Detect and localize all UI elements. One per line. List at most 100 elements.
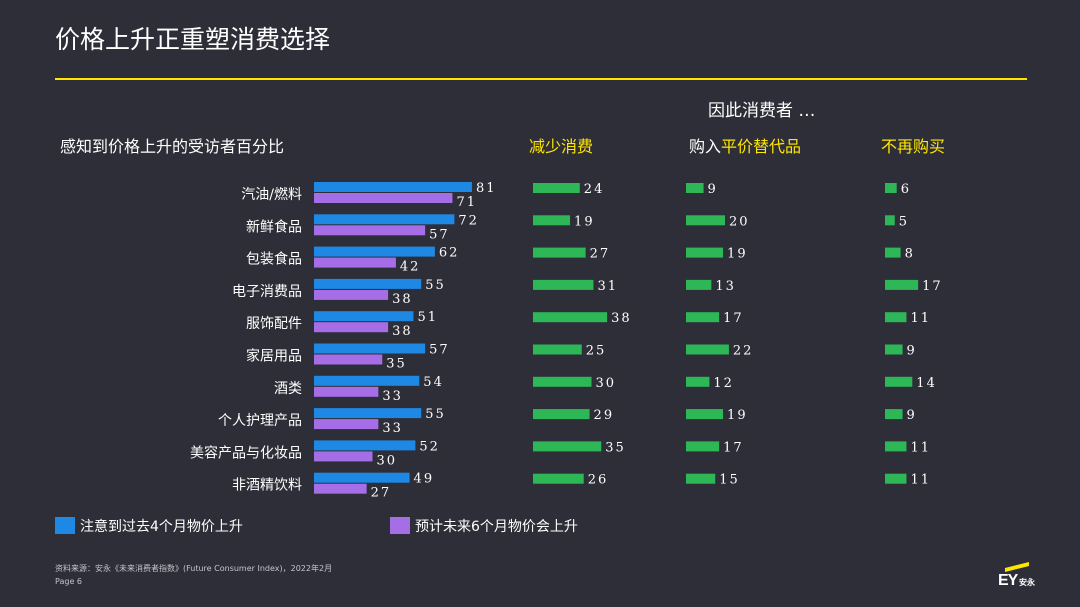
- future-value-label: 38: [392, 292, 413, 307]
- action-value-label: 11: [910, 440, 931, 455]
- legend-past-label: 注意到过去4个月物价上升: [80, 519, 243, 535]
- title-divider: [55, 78, 1027, 80]
- action-value-label: 17: [723, 311, 744, 326]
- action-value-label: 24: [584, 182, 605, 197]
- action-value-label: 9: [708, 182, 718, 197]
- perceived-price-heading: 感知到价格上升的受访者百分比: [60, 137, 285, 156]
- action-bar: [533, 312, 608, 323]
- page-title: 价格上升正重塑消费选择: [55, 25, 331, 54]
- action-bar: [686, 247, 724, 258]
- action-value-label: 19: [727, 408, 748, 423]
- future-bar: [314, 386, 379, 397]
- action-value-label: 11: [910, 473, 931, 488]
- action-bar: [885, 247, 901, 258]
- action-bar: [686, 441, 720, 452]
- action-bar: [686, 409, 724, 420]
- action-bar: [686, 183, 704, 193]
- past-value-label: 57: [429, 343, 450, 358]
- category-label: 个人护理产品: [218, 413, 302, 429]
- action-value-label: 9: [907, 344, 917, 359]
- action-value-label: 38: [611, 311, 632, 326]
- action-bar: [533, 344, 582, 355]
- action-value-label: 8: [905, 247, 915, 262]
- page-number: Page 6: [55, 577, 82, 586]
- action-value-label: 27: [590, 247, 611, 262]
- future-bar: [314, 225, 426, 236]
- action-bar: [686, 215, 725, 226]
- legend-past-swatch: [55, 517, 75, 534]
- action-value-label: 5: [899, 214, 909, 229]
- action-bar: [885, 376, 913, 387]
- action-bar: [533, 409, 590, 420]
- action-value-label: 15: [719, 473, 740, 488]
- action-bar: [533, 183, 580, 193]
- action-value-label: 11: [910, 311, 931, 326]
- category-label: 家居用品: [246, 348, 302, 365]
- ey-logo-beam: [1005, 562, 1029, 572]
- action-value-label: 25: [586, 344, 607, 359]
- future-bar: [314, 193, 453, 203]
- action-value-label: 30: [596, 376, 617, 391]
- category-label: 酒类: [274, 381, 302, 397]
- action-bar: [885, 441, 907, 452]
- action-value-label: 20: [729, 214, 750, 229]
- future-value-label: 27: [371, 486, 392, 501]
- action-bar: [885, 279, 919, 290]
- reduce-consumption-heading: 减少消费: [529, 137, 594, 156]
- action-bar: [533, 215, 571, 226]
- buy-alternatives-highlight: 平价替代品: [721, 137, 802, 156]
- action-bar: [686, 473, 716, 484]
- future-value-label: 38: [392, 324, 413, 339]
- past-bar: [314, 182, 472, 192]
- future-value-label: 35: [386, 357, 407, 372]
- future-bar: [314, 483, 367, 494]
- action-value-label: 31: [597, 279, 618, 294]
- action-value-label: 14: [916, 376, 937, 391]
- past-value-label: 49: [414, 472, 435, 487]
- buy-alternatives-prefix: 购入: [689, 137, 722, 156]
- past-value-label: 72: [458, 213, 479, 228]
- action-value-label: 19: [574, 214, 595, 229]
- action-value-label: 19: [727, 247, 748, 262]
- legend-future-label: 预计未来6个月物价会上升: [415, 519, 578, 535]
- action-bar: [885, 183, 897, 193]
- category-label: 汽油/燃料: [241, 186, 302, 203]
- action-bar: [686, 376, 710, 387]
- past-value-label: 62: [439, 246, 460, 261]
- action-bar: [533, 473, 584, 484]
- past-bar: [314, 343, 426, 354]
- past-value-label: 54: [423, 375, 444, 390]
- past-bar: [314, 214, 455, 225]
- consumer-action-heading: 因此消费者 …: [708, 101, 816, 121]
- ey-logo-text: EY: [998, 572, 1018, 589]
- future-value-label: 42: [400, 260, 421, 275]
- past-value-label: 51: [417, 310, 438, 325]
- past-bar: [314, 246, 435, 257]
- future-bar: [314, 322, 389, 333]
- source-note: 资料来源：安永《未来消费者指数》(Future Consumer Index)，…: [55, 564, 333, 573]
- category-label: 新鲜食品: [246, 218, 302, 235]
- action-value-label: 29: [594, 408, 615, 423]
- past-bar: [314, 311, 414, 322]
- stop-buying-heading: 不再购买: [881, 137, 946, 156]
- category-label: 电子消费品: [232, 284, 302, 300]
- action-bar: [885, 312, 907, 323]
- future-value-label: 33: [382, 389, 403, 404]
- future-value-label: 33: [382, 421, 403, 436]
- action-bar: [885, 409, 903, 420]
- future-bar: [314, 451, 373, 462]
- action-value-label: 35: [605, 440, 626, 455]
- buy-alternatives-heading: 购入平价替代品: [689, 133, 801, 157]
- action-value-label: 17: [723, 440, 744, 455]
- past-bar: [314, 472, 410, 483]
- action-bar: [686, 279, 712, 290]
- ey-logo-cn: 安永: [1019, 578, 1035, 587]
- action-value-label: 12: [713, 376, 734, 391]
- action-bar: [686, 312, 720, 323]
- action-value-label: 6: [901, 182, 911, 197]
- legend-future-swatch: [390, 517, 410, 534]
- action-value-label: 17: [922, 279, 943, 294]
- action-bar: [533, 376, 592, 387]
- future-value-label: 30: [377, 453, 398, 468]
- action-bar: [885, 473, 907, 484]
